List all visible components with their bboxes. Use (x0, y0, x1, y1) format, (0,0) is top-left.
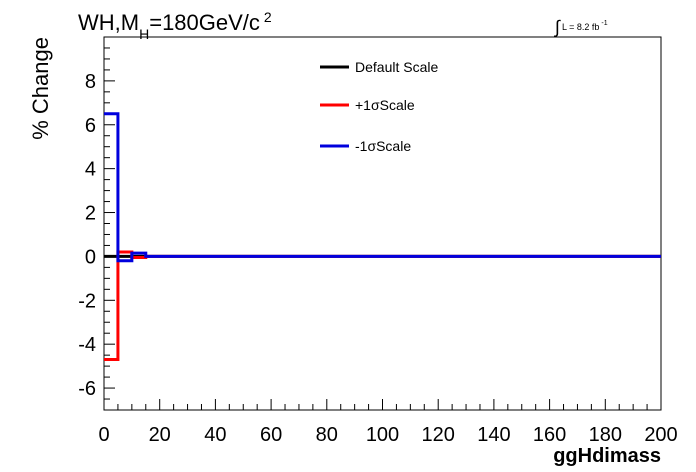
x-tick-label: 160 (533, 424, 566, 446)
x-tick-label: 140 (477, 424, 510, 446)
x-axis-title: ggHdimass (553, 445, 661, 467)
series-line-2 (104, 250, 661, 362)
y-tick-label: 4 (85, 159, 96, 181)
x-tick-label: 80 (316, 424, 338, 446)
y-tick-label: -6 (78, 378, 96, 400)
luminosity-label: ∫ L = 8.2 fb -1 (553, 17, 608, 37)
integral-symbol: ∫ (553, 17, 561, 37)
x-tick-label: 120 (422, 424, 455, 446)
luminosity-superscript: -1 (601, 20, 607, 27)
title-rest: =180GeV/c (149, 10, 260, 35)
x-tick-label: 100 (366, 424, 399, 446)
x-tick-label: 0 (98, 424, 109, 446)
series-layer (104, 112, 661, 362)
title-main: WH,M (78, 10, 139, 35)
chart-title: WH,MH=180GeV/c 2 (78, 9, 272, 42)
x-tick-label: 200 (644, 424, 677, 446)
legend-label: Default Scale (355, 59, 438, 75)
x-tick-label: 40 (204, 424, 226, 446)
x-tick-label: 60 (260, 424, 282, 446)
y-tick-label: -4 (78, 334, 96, 356)
series-line-3 (104, 112, 661, 263)
legend-label: +1σScale (355, 97, 415, 113)
y-tick-label: 8 (85, 71, 96, 93)
plot-frame (103, 36, 662, 411)
y-axis-ticks: -6 -4 -2 0 2 4 6 8 (78, 36, 115, 411)
y-tick-label: -2 (78, 290, 96, 312)
y-tick-label: 2 (85, 203, 96, 225)
x-axis-ticks: 0 20 40 60 80 100 120 140 160 180 200 (98, 399, 678, 446)
legend: Default Scale +1σScale -1σScale (320, 59, 438, 154)
y-axis-title: % Change (28, 37, 53, 140)
legend-label: -1σScale (355, 138, 411, 154)
x-tick-label: 180 (589, 424, 622, 446)
y-tick-label: 6 (85, 115, 96, 137)
title-subscript: H (139, 26, 149, 42)
x-tick-label: 20 (149, 424, 171, 446)
luminosity-text: L = 8.2 fb (562, 22, 599, 32)
title-superscript: 2 (264, 9, 272, 25)
y-tick-label: 0 (85, 246, 96, 268)
